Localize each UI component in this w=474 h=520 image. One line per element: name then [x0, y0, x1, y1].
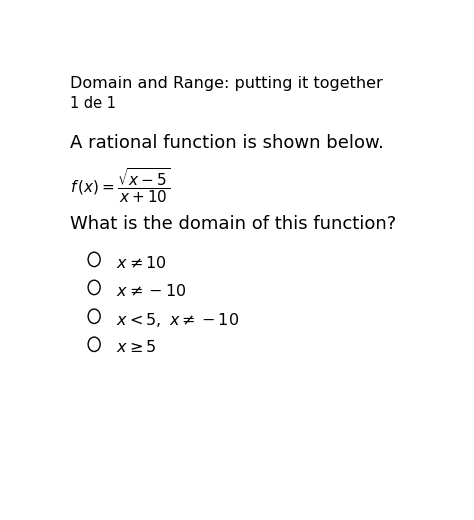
Text: $x \geq 5$: $x \geq 5$ — [116, 340, 156, 356]
Text: What is the domain of this function?: What is the domain of this function? — [70, 215, 397, 233]
Text: $f\,(x) = \dfrac{\sqrt{x-5}}{x+10}$: $f\,(x) = \dfrac{\sqrt{x-5}}{x+10}$ — [70, 166, 171, 205]
Text: $x \neq -10$: $x \neq -10$ — [116, 283, 187, 298]
Text: 1 de 1: 1 de 1 — [70, 96, 116, 111]
Text: $x < 5,\ x \neq -10$: $x < 5,\ x \neq -10$ — [116, 311, 239, 330]
Text: A rational function is shown below.: A rational function is shown below. — [70, 135, 384, 152]
Text: $x \neq 10$: $x \neq 10$ — [116, 255, 167, 270]
Text: Domain and Range: putting it together: Domain and Range: putting it together — [70, 76, 383, 92]
